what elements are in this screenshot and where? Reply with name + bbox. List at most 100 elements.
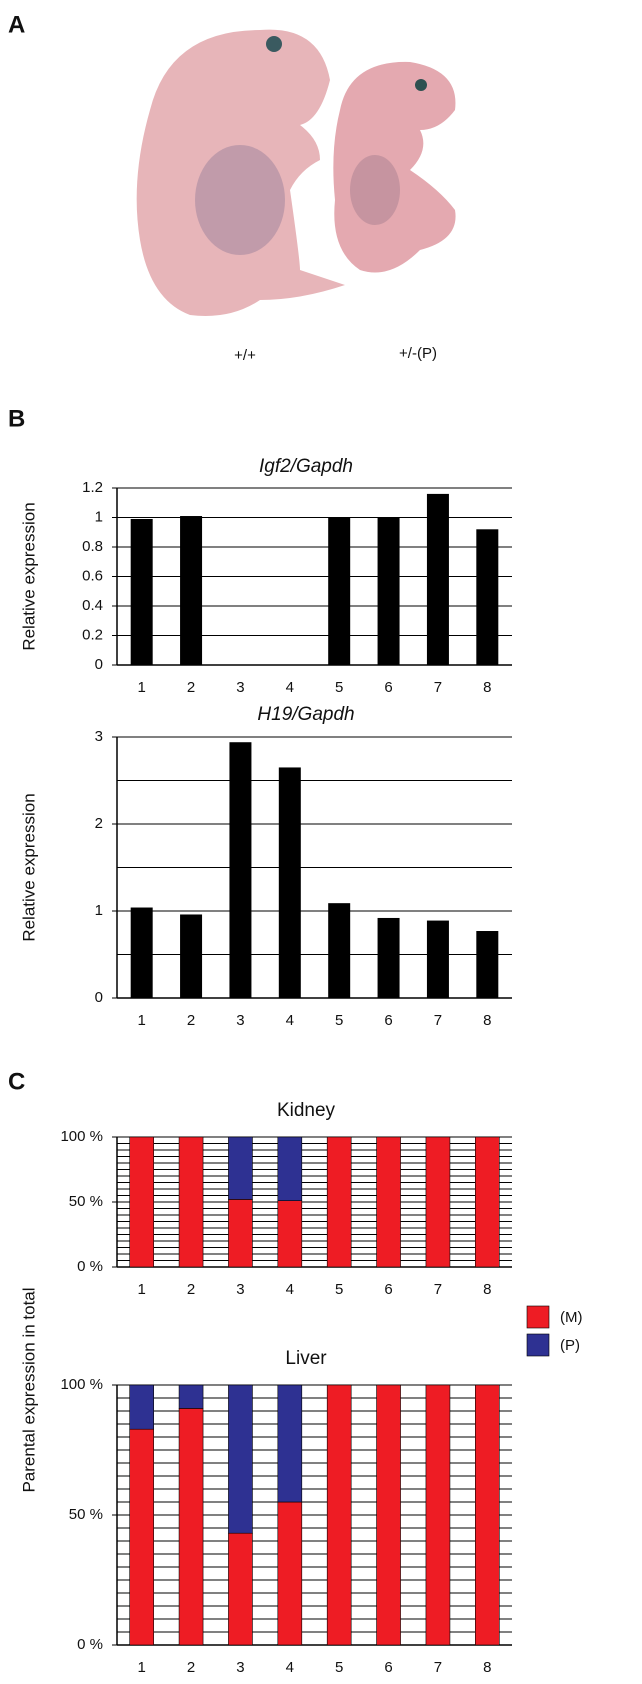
x-tick-label: 5 <box>335 1012 343 1029</box>
bar-segment <box>426 1385 450 1645</box>
y-tick-label: 0.4 <box>82 597 103 614</box>
x-tick-label: 3 <box>236 1659 244 1676</box>
x-tick-label: 1 <box>138 1659 146 1676</box>
chart-title: Igf2/Gapdh <box>259 456 353 477</box>
y-tick-label: 100 % <box>60 1376 103 1393</box>
bar <box>180 516 202 665</box>
y-axis-label: Parental expression in total <box>19 1287 38 1492</box>
bar-segment <box>278 1502 302 1645</box>
x-tick-label: 3 <box>236 1012 244 1029</box>
photo-shape <box>195 145 285 255</box>
y-tick-label: 0 % <box>77 1636 103 1653</box>
x-tick-label: 3 <box>236 679 244 696</box>
panel-label: B <box>8 405 25 432</box>
y-axis-label: Relative expression <box>19 793 38 941</box>
photo-shape <box>415 79 427 91</box>
y-tick-label: 100 % <box>60 1128 103 1145</box>
bar <box>427 494 449 665</box>
x-tick-label: 6 <box>384 1659 392 1676</box>
chart-title: H19/Gapdh <box>257 704 354 725</box>
y-axis-label: Relative expression <box>19 502 38 650</box>
panel-label: C <box>8 1068 25 1095</box>
bar-segment <box>228 1199 252 1267</box>
bar-segment <box>278 1137 302 1201</box>
x-tick-label: 8 <box>483 1659 491 1676</box>
x-tick-label: 6 <box>384 1281 392 1298</box>
x-tick-label: 5 <box>335 1281 343 1298</box>
y-tick-label: 2 <box>95 815 103 832</box>
bar-segment <box>179 1408 203 1645</box>
x-tick-label: 7 <box>434 1659 442 1676</box>
x-tick-label: 3 <box>236 1281 244 1298</box>
figure: A B C +/+ +/-(P) Igf2/Gapdh00.20.40.60.8… <box>0 0 642 1684</box>
bar <box>131 908 153 998</box>
y-tick-label: 1 <box>95 902 103 919</box>
bar-segment <box>130 1137 154 1267</box>
bar <box>328 518 350 666</box>
photo-label: +/-(P) <box>399 345 437 362</box>
bar-segment <box>130 1429 154 1645</box>
x-tick-label: 1 <box>138 1281 146 1298</box>
x-tick-label: 5 <box>335 1659 343 1676</box>
y-tick-label: 1.2 <box>82 479 103 496</box>
x-tick-label: 4 <box>286 1281 294 1298</box>
legend-label: (P) <box>560 1337 580 1354</box>
x-tick-label: 7 <box>434 679 442 696</box>
x-tick-label: 6 <box>384 679 392 696</box>
x-tick-label: 8 <box>483 1281 491 1298</box>
y-tick-label: 0 <box>95 656 103 673</box>
x-tick-label: 8 <box>483 679 491 696</box>
photo-shape <box>333 62 455 273</box>
bar-segment <box>278 1385 302 1502</box>
bar-segment <box>377 1385 401 1645</box>
bar-segment <box>179 1385 203 1408</box>
x-tick-label: 2 <box>187 679 195 696</box>
bar-segment <box>228 1137 252 1199</box>
bar-segment <box>377 1137 401 1267</box>
bar-segment <box>475 1137 499 1267</box>
y-tick-label: 1 <box>95 508 103 525</box>
y-tick-label: 50 % <box>69 1506 103 1523</box>
bar-segment <box>228 1533 252 1645</box>
page: {"panels": ["A", "B", "C"], "photo_label… <box>0 0 642 1684</box>
chart-title: Liver <box>285 1348 327 1369</box>
bar <box>427 921 449 998</box>
y-tick-label: 3 <box>95 728 103 745</box>
panel-label: A <box>8 11 25 38</box>
x-tick-label: 1 <box>138 1012 146 1029</box>
x-tick-label: 2 <box>187 1659 195 1676</box>
x-tick-label: 4 <box>286 1659 294 1676</box>
bar <box>229 742 251 998</box>
y-tick-label: 0.2 <box>82 626 103 643</box>
x-tick-label: 6 <box>384 1012 392 1029</box>
bar-segment <box>228 1385 252 1533</box>
x-tick-label: 8 <box>483 1012 491 1029</box>
bar <box>180 914 202 998</box>
bar-segment <box>130 1385 154 1429</box>
x-tick-label: 7 <box>434 1012 442 1029</box>
bar <box>279 767 301 998</box>
x-tick-label: 4 <box>286 679 294 696</box>
bar-segment <box>278 1201 302 1267</box>
chart-title: Kidney <box>277 1100 336 1121</box>
bar <box>378 918 400 998</box>
y-tick-label: 0 % <box>77 1258 103 1275</box>
bar <box>476 529 498 665</box>
y-tick-label: 0 <box>95 989 103 1006</box>
bar <box>131 519 153 665</box>
legend-swatch <box>527 1334 549 1356</box>
photo-shape <box>350 155 400 225</box>
x-tick-label: 7 <box>434 1281 442 1298</box>
bar-segment <box>426 1137 450 1267</box>
y-tick-label: 0.6 <box>82 567 103 584</box>
x-tick-label: 1 <box>138 679 146 696</box>
legend-swatch <box>527 1306 549 1328</box>
bar <box>328 903 350 998</box>
bar-segment <box>327 1137 351 1267</box>
bar <box>378 518 400 666</box>
x-tick-label: 4 <box>286 1012 294 1029</box>
x-tick-label: 5 <box>335 679 343 696</box>
bar-segment <box>475 1385 499 1645</box>
photo-shape <box>266 36 282 52</box>
photo <box>137 30 456 316</box>
